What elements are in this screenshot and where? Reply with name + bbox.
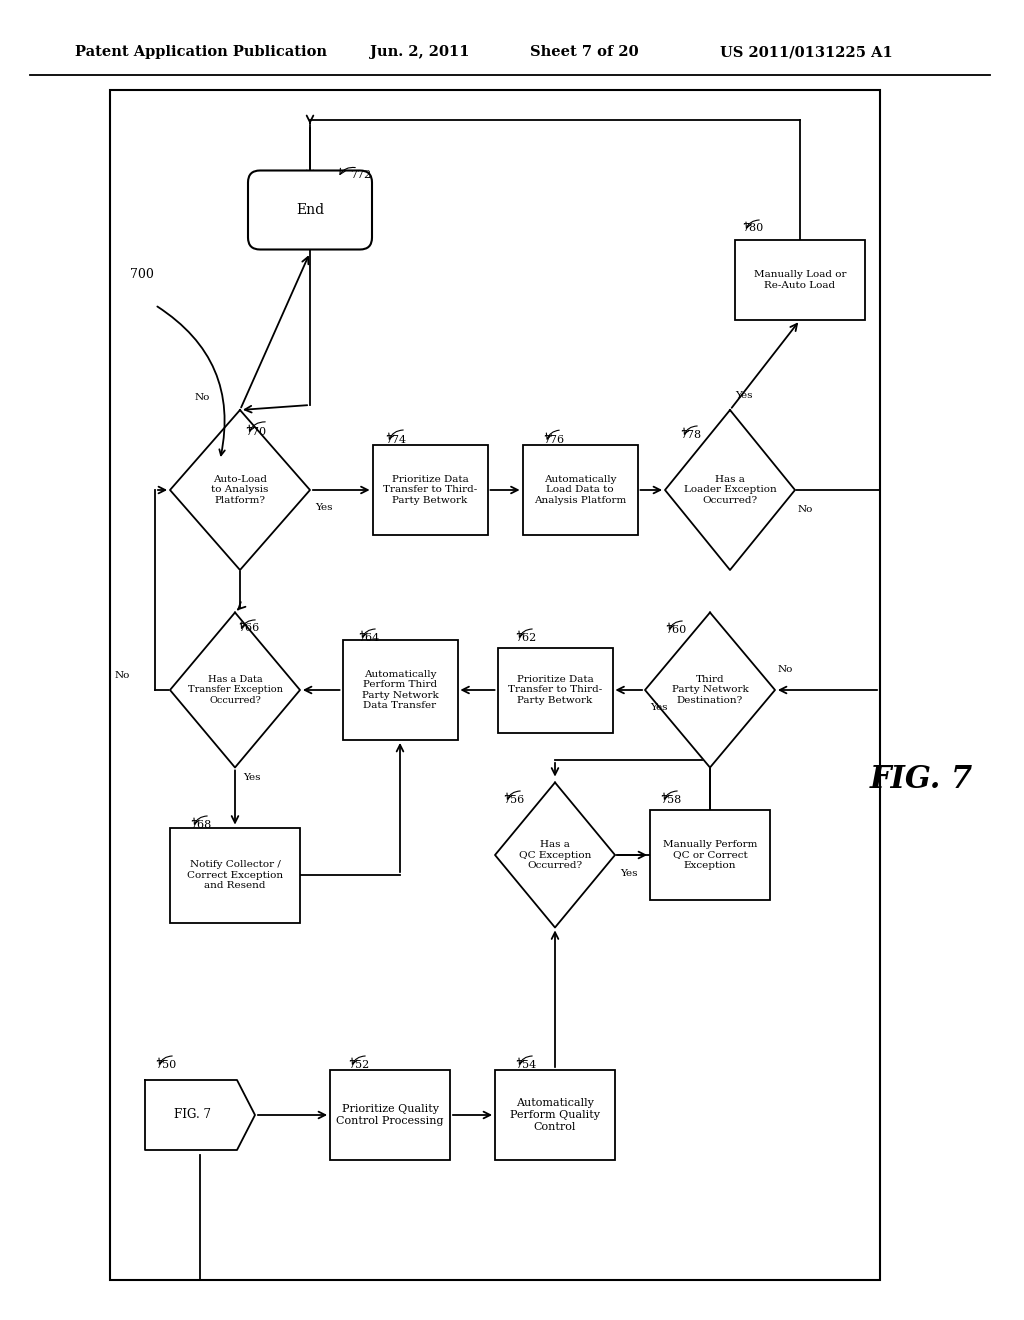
Text: Yes: Yes — [243, 774, 260, 781]
Text: Automatically
Perform Quality
Control: Automatically Perform Quality Control — [510, 1098, 600, 1131]
Text: No: No — [798, 506, 813, 515]
Text: 756: 756 — [503, 795, 524, 805]
Bar — [522, 445, 638, 535]
FancyBboxPatch shape — [248, 170, 372, 249]
Bar — [735, 240, 865, 319]
Text: 762: 762 — [515, 634, 537, 643]
Polygon shape — [170, 612, 300, 767]
Text: Manually Load or
Re-Auto Load: Manually Load or Re-Auto Load — [754, 271, 846, 289]
Text: Prioritize Quality
Control Processing: Prioritize Quality Control Processing — [336, 1105, 443, 1126]
Text: Has a
QC Exception
Occurred?: Has a QC Exception Occurred? — [519, 840, 591, 870]
Text: Yes: Yes — [620, 869, 638, 878]
Text: Yes: Yes — [735, 391, 753, 400]
Polygon shape — [665, 411, 795, 570]
Polygon shape — [495, 783, 615, 928]
Bar — [110, 90, 880, 1280]
Polygon shape — [645, 612, 775, 767]
Text: FIG. 7: FIG. 7 — [870, 764, 973, 796]
Polygon shape — [170, 411, 310, 570]
Text: 776: 776 — [543, 436, 564, 445]
Text: Jun. 2, 2011: Jun. 2, 2011 — [370, 45, 469, 59]
Text: Third
Party Network
Destination?: Third Party Network Destination? — [672, 675, 749, 705]
Text: 774: 774 — [385, 436, 407, 445]
Text: No: No — [778, 665, 794, 675]
Text: FIG. 7: FIG. 7 — [173, 1109, 211, 1122]
Text: 770: 770 — [245, 426, 266, 437]
Text: Prioritize Data
Transfer to Third-
Party Betwork: Prioritize Data Transfer to Third- Party… — [383, 475, 477, 504]
Text: Auto-Load
to Analysis
Platform?: Auto-Load to Analysis Platform? — [211, 475, 268, 504]
Text: No: No — [195, 393, 210, 403]
Text: 778: 778 — [680, 430, 701, 440]
Text: End: End — [296, 203, 324, 216]
Text: 700: 700 — [130, 268, 154, 281]
Text: 760: 760 — [665, 624, 686, 635]
Polygon shape — [145, 1080, 255, 1150]
Text: Manually Perform
QC or Correct
Exception: Manually Perform QC or Correct Exception — [663, 840, 757, 870]
Bar — [498, 648, 612, 733]
Text: US 2011/0131225 A1: US 2011/0131225 A1 — [720, 45, 893, 59]
Bar — [330, 1071, 450, 1160]
Bar — [495, 1071, 615, 1160]
Bar — [342, 640, 458, 741]
Text: 768: 768 — [190, 820, 211, 830]
Text: 764: 764 — [358, 634, 379, 643]
Text: Has a Data
Transfer Exception
Occurred?: Has a Data Transfer Exception Occurred? — [187, 675, 283, 705]
Text: Has a
Loader Exception
Occurred?: Has a Loader Exception Occurred? — [684, 475, 776, 504]
Bar — [373, 445, 487, 535]
Text: No: No — [115, 671, 130, 680]
Text: 772: 772 — [350, 170, 371, 180]
Text: Sheet 7 of 20: Sheet 7 of 20 — [530, 45, 639, 59]
Text: 750: 750 — [155, 1060, 176, 1071]
Text: 766: 766 — [238, 623, 259, 634]
Text: Prioritize Data
Transfer to Third-
Party Betwork: Prioritize Data Transfer to Third- Party… — [508, 675, 602, 705]
Text: Notify Collector /
Correct Exception
and Resend: Notify Collector / Correct Exception and… — [187, 861, 283, 890]
Text: Patent Application Publication: Patent Application Publication — [75, 45, 327, 59]
Text: 780: 780 — [742, 223, 763, 234]
Text: 754: 754 — [515, 1060, 537, 1071]
Text: Yes: Yes — [650, 704, 668, 713]
Text: Yes: Yes — [315, 503, 333, 512]
Text: 752: 752 — [348, 1060, 370, 1071]
Bar — [650, 810, 770, 900]
Bar — [170, 828, 300, 923]
Text: 758: 758 — [660, 795, 681, 805]
Text: Automatically
Load Data to
Analysis Platform: Automatically Load Data to Analysis Plat… — [534, 475, 626, 504]
Text: Automatically
Perform Third
Party Network
Data Transfer: Automatically Perform Third Party Networ… — [361, 671, 438, 710]
